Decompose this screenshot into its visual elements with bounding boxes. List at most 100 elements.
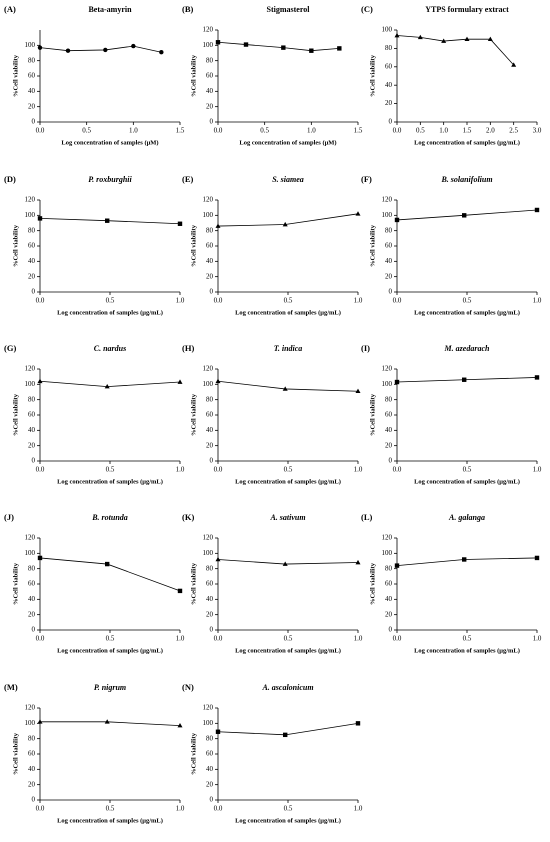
data-point [441,38,447,43]
data-point [282,221,288,227]
x-tick-label: 0.0 [36,127,45,135]
y-tick-label: 40 [385,257,393,265]
y-tick-label: 120 [203,365,214,373]
y-tick-label: 100 [382,26,393,34]
y-tick-label: 0 [210,118,214,126]
data-point [394,563,400,568]
x-tick-label: 2.0 [486,127,495,135]
panel: (J) B. rotunda 0 20 40 60 80 100 120 0.0 0.5 1.0 %Ce… [4,512,185,655]
y-tick-label: 0 [32,626,36,634]
data-point [534,207,540,213]
data-point [243,42,249,47]
y-tick-label: 80 [206,56,214,64]
data-point [177,588,183,594]
y-axis-label: %Cell viability [369,393,376,436]
data-line [217,213,359,227]
x-tick-label: 1.0 [354,635,363,643]
y-tick-label: 60 [206,750,214,758]
data-point [104,384,110,389]
data-point [394,217,400,223]
panel-title: Stigmasterol [267,5,311,14]
data-point [282,386,288,391]
data-point [37,555,43,561]
data-point [37,216,43,221]
y-tick-label: 80 [28,395,36,403]
y-axis-label: %Cell viability [369,562,376,605]
y-tick-label: 20 [206,780,214,788]
y-tick-label: 0 [32,457,36,465]
y-tick-label: 60 [206,72,214,80]
panel: (L) A. galanga 0 20 40 60 80 100 120 0.0 0.5 1.0 %Ce… [361,512,542,655]
y-tick-label: 80 [28,226,36,234]
data-point [511,62,517,67]
data-point [131,43,136,49]
y-tick-label: 80 [385,44,393,52]
y-tick-label: 120 [382,196,393,204]
x-axis-label: Log concentration of samples (μg/mL) [235,817,341,824]
y-tick-label: 20 [28,102,36,110]
y-tick-label: 120 [382,534,393,542]
y-tick-label: 0 [389,288,393,296]
y-axis-label: %Cell viability [190,393,197,436]
y-axis-label: %Cell viability [190,224,197,267]
panel-title: A. galanga [448,513,485,522]
y-tick-label: 40 [206,426,214,434]
y-axis-label: %Cell viability [12,224,19,267]
data-point [37,378,43,384]
data-line [217,722,359,736]
y-tick-label: 100 [382,211,393,219]
data-point [177,379,183,384]
y-tick-label: 100 [382,549,393,557]
data-line [217,41,340,52]
data-point [394,32,400,38]
x-tick-label: 1.0 [176,466,185,474]
x-axis-label: Log concentration of samples (μM) [239,139,336,146]
panel-label: (H) [182,343,194,353]
x-axis-label: Log concentration of samples (μg/mL) [235,478,341,485]
x-tick-label: 1.0 [354,297,363,305]
data-point [103,47,108,53]
data-line [217,559,359,565]
y-tick-label: 120 [25,704,36,712]
y-tick-label: 0 [32,118,36,126]
panel-label: (N) [182,682,194,692]
y-tick-label: 0 [389,626,393,634]
data-point [177,221,183,226]
data-line [396,377,538,383]
data-point [464,36,470,41]
panel-title: P. nigrum [94,683,126,692]
x-tick-label: 1.0 [129,127,138,135]
y-tick-label: 0 [210,626,214,634]
y-tick-label: 80 [206,395,214,403]
y-tick-label: 120 [203,26,214,34]
x-tick-label: 0.5 [463,466,472,474]
panel: (D) P. roxburghii 0 20 40 60 80 100 120 0.0 0.5 1.0… [4,174,185,317]
y-tick-label: 80 [206,734,214,742]
x-tick-label: 1.0 [176,805,185,813]
data-point [355,388,361,394]
y-tick-label: 20 [28,780,36,788]
y-tick-label: 20 [28,272,36,280]
panel-title: T. indica [274,344,303,353]
y-tick-label: 20 [385,272,393,280]
y-tick-label: 100 [382,380,393,388]
data-point [282,561,288,566]
panel-label: (M) [4,682,18,692]
data-point [283,732,288,738]
data-point [355,559,361,565]
x-axis-label: Log concentration of samples (μg/mL) [235,309,341,316]
panel: (E) S. siamea 0 20 40 60 80 100 120 0.0 0.5 1.0 %Cel… [182,174,363,317]
y-axis-label: %Cell viability [369,54,376,97]
data-point [281,45,286,50]
panel-title: M. azedarach [444,344,490,353]
data-point [215,378,221,384]
x-tick-label: 1.0 [176,297,185,305]
data-point [534,555,540,561]
x-tick-label: 0.5 [284,635,293,643]
data-point [355,211,361,216]
data-point [159,50,164,55]
y-tick-label: 40 [28,87,36,95]
panel-title: B. rotunda [91,513,128,522]
x-tick-label: 0.0 [393,297,402,305]
x-tick-label: 1.0 [533,635,542,643]
